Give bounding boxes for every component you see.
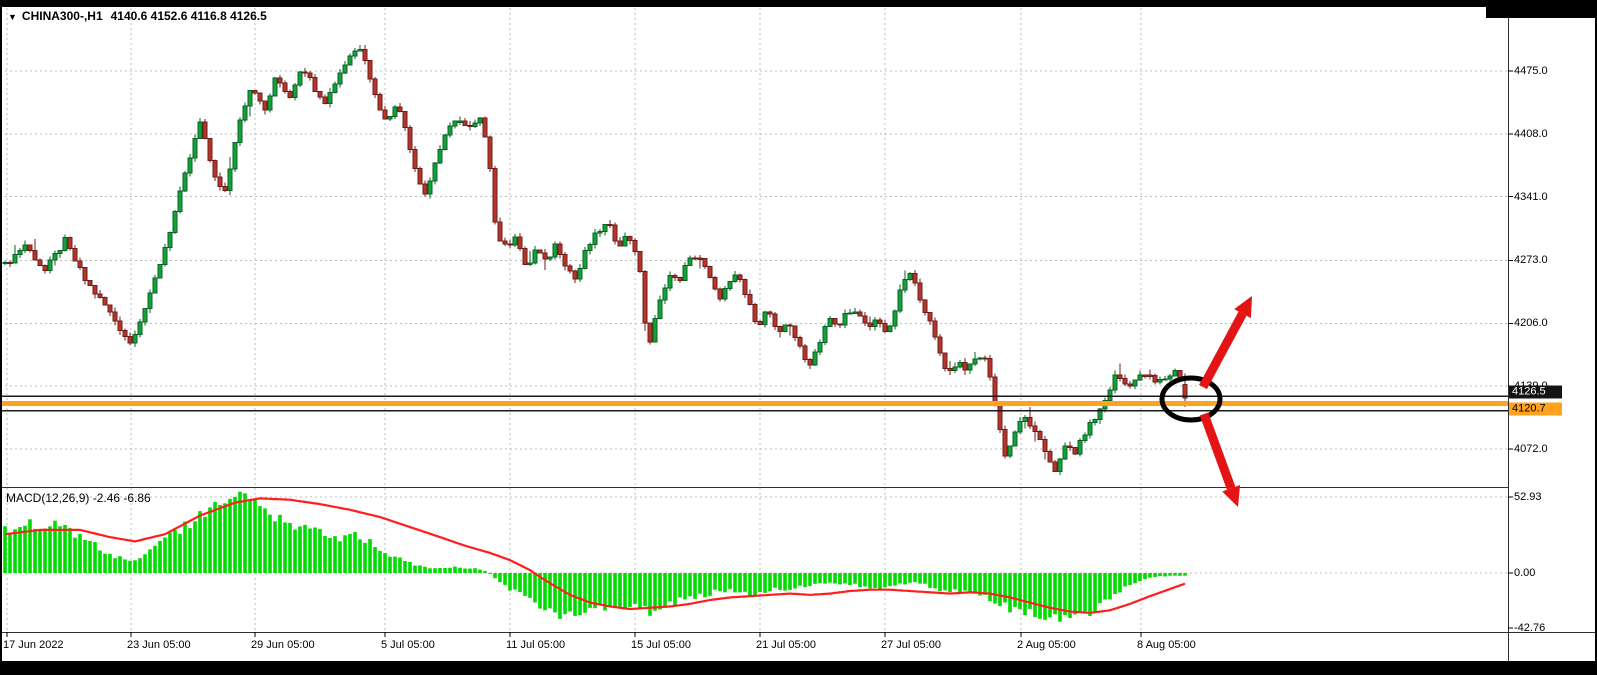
macd-histogram (3, 491, 1187, 622)
candles (2, 45, 1188, 476)
annotations[interactable] (1159, 296, 1252, 507)
trend-arrow-head (1234, 296, 1252, 319)
trend-arrow-head (1222, 484, 1241, 507)
window-frame-left (0, 0, 2, 675)
macd-indicator-label: MACD(12,26,9) -2.46 -6.86 (6, 491, 151, 505)
circle-annotation (1159, 375, 1223, 423)
ohlc-readout: 4140.6 4152.6 4116.8 4126.5 (110, 9, 267, 23)
window-frame-top (0, 0, 1597, 7)
price-lines[interactable] (0, 395, 1508, 412)
gridlines (0, 8, 1508, 632)
trend-arrow-shaft (1199, 311, 1247, 390)
symbol-timeframe-label: CHINA300-,H1 (21, 9, 103, 23)
window-frame-corner (1486, 0, 1597, 18)
window-frame-right (1595, 0, 1597, 675)
symbol-dropdown-icon[interactable]: ▼ (8, 12, 17, 22)
pane-separators (0, 7, 1597, 661)
macd-signal-line (4, 497, 1186, 614)
trend-arrow-shaft (1199, 412, 1236, 490)
axis-tick-marks (6, 70, 1513, 637)
window-frame-bottom (0, 661, 1597, 675)
chart-title: ▼ CHINA300-,H1 4140.6 4152.6 4116.8 4126.5 (8, 9, 267, 23)
